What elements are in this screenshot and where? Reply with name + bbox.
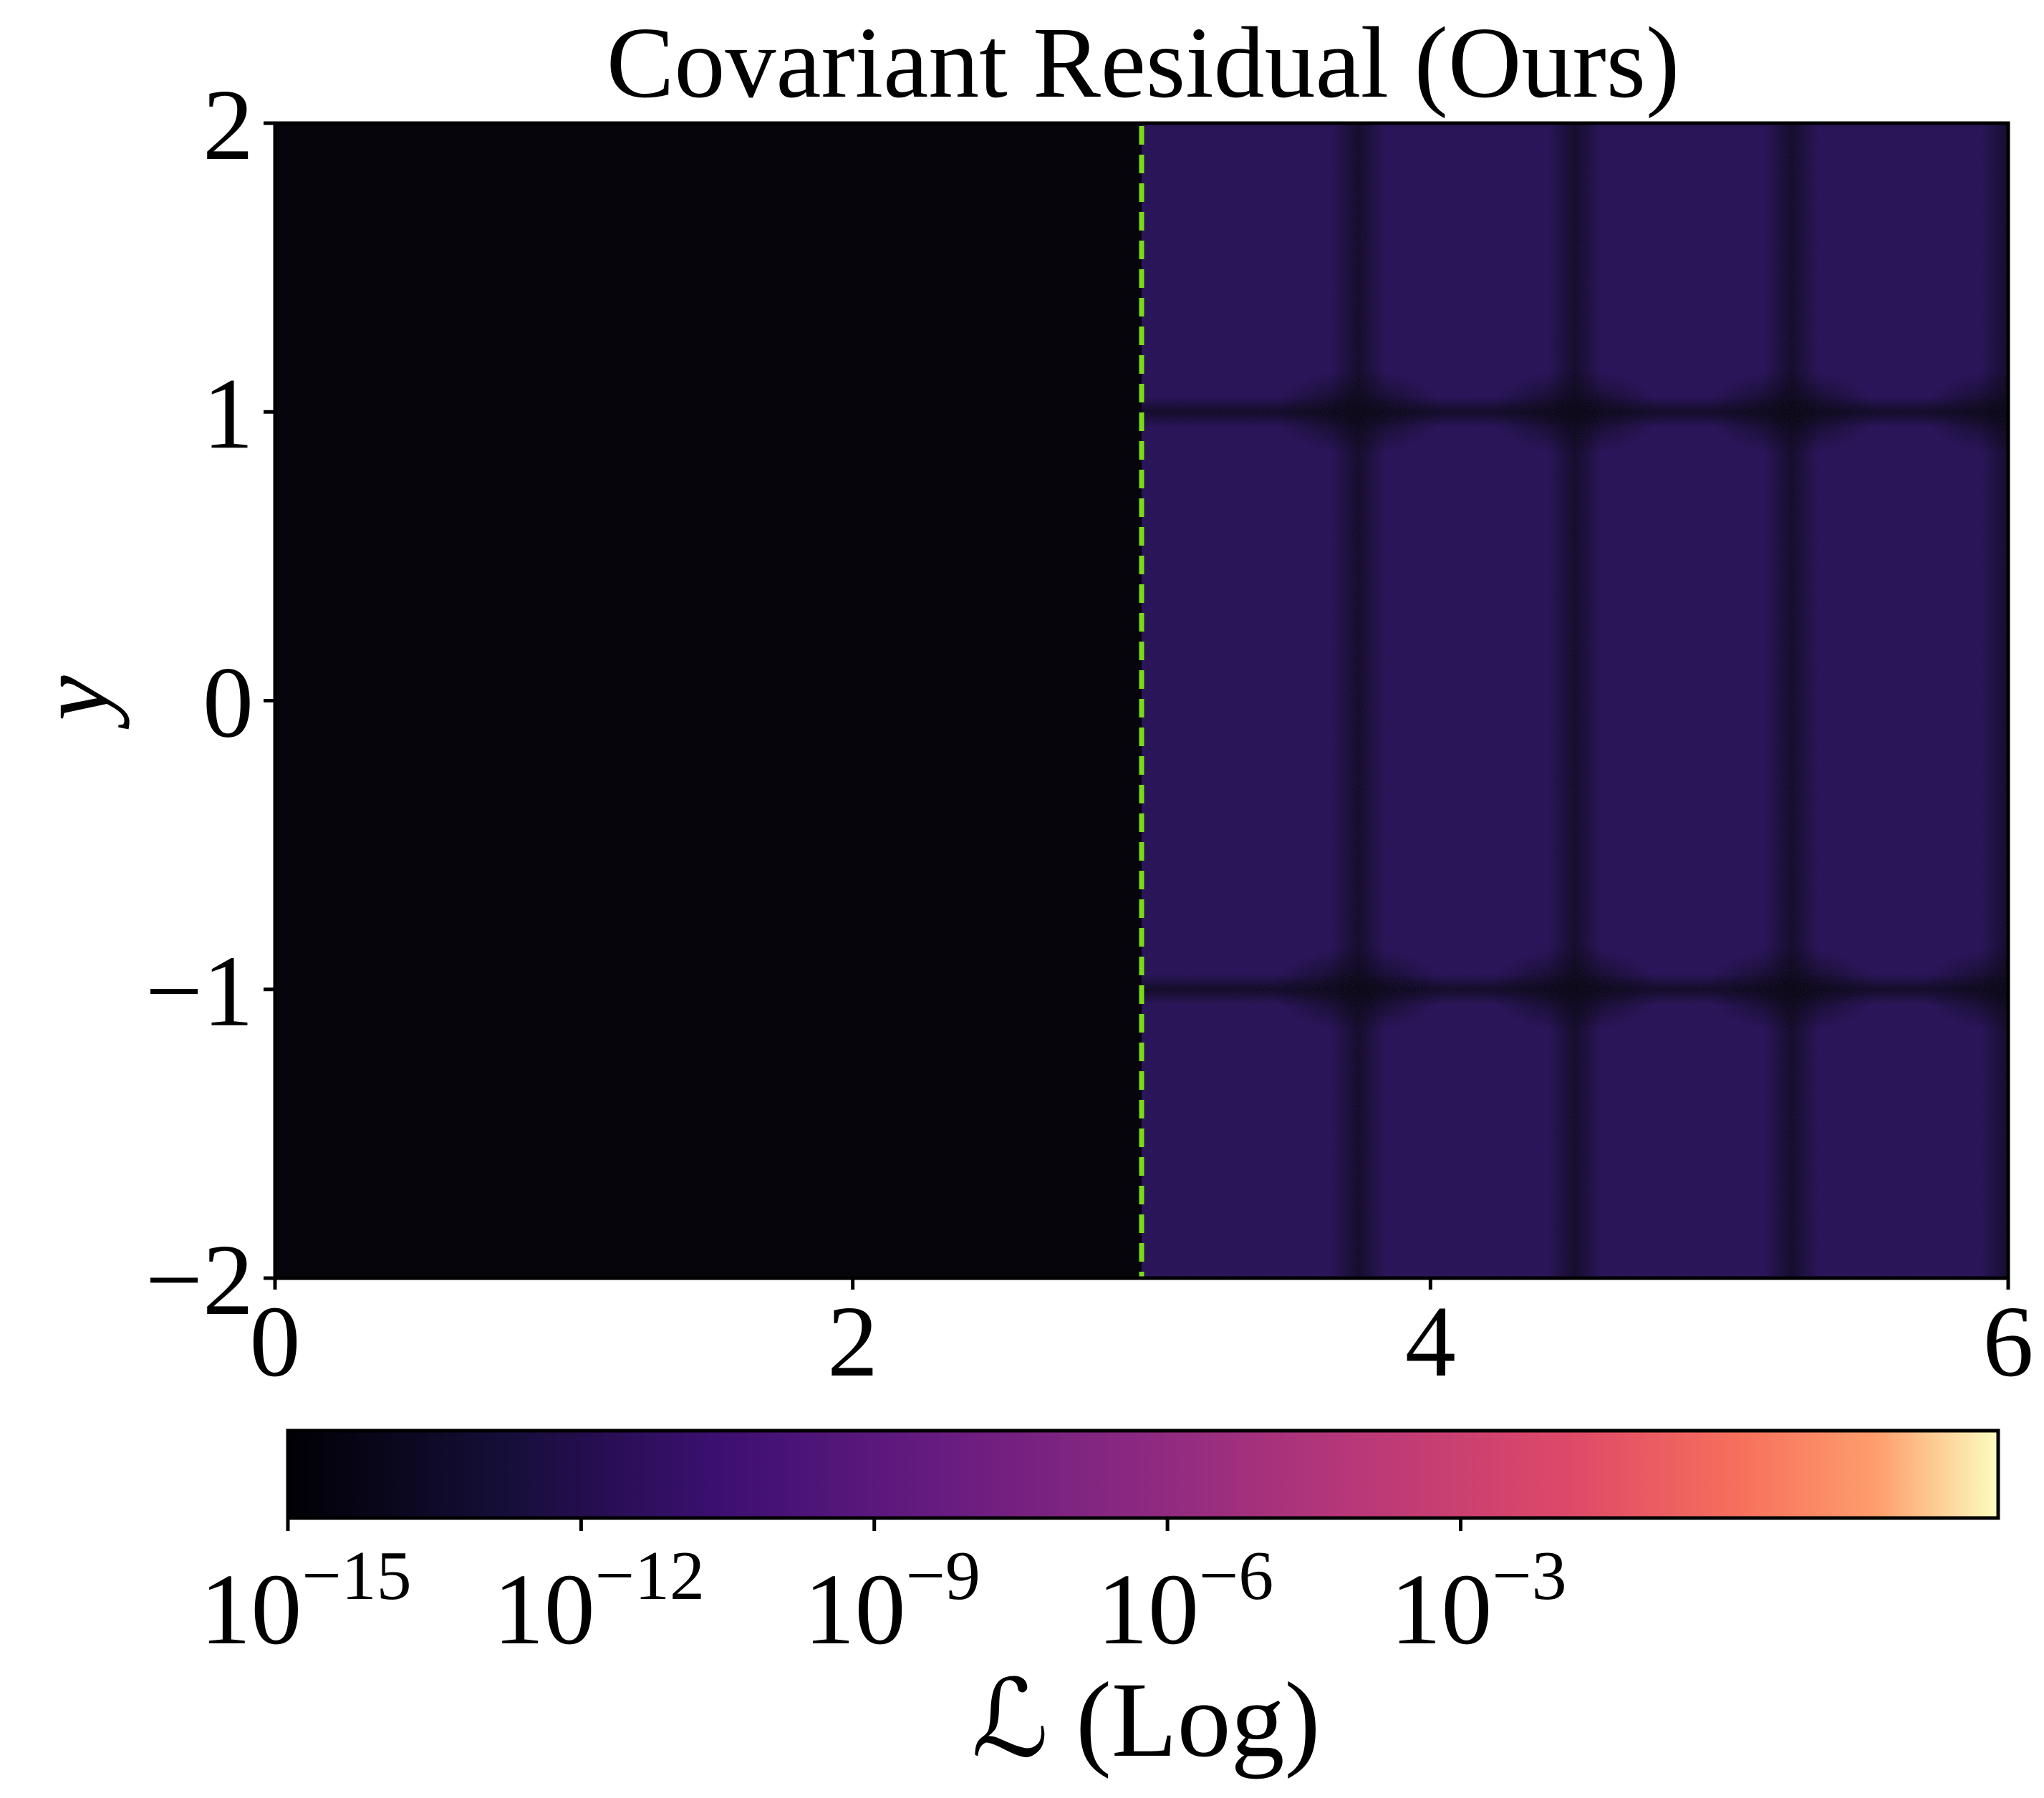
noise-grain bbox=[1142, 123, 2008, 1278]
heatmap-plot bbox=[275, 123, 2008, 1278]
x-tick-label: 2 bbox=[827, 1285, 878, 1398]
colorbar bbox=[286, 1429, 2000, 1520]
chart-title: Covariant Residual (Ours) bbox=[607, 6, 1680, 119]
x-tick-label: 4 bbox=[1405, 1285, 1456, 1398]
colorbar-ticks: 10−15 10−12 10−9 10−6 10−3 bbox=[200, 1518, 1567, 1666]
y-axis: 2 1 0 −1 −2 bbox=[145, 68, 275, 1336]
colorbar-tick-label: 10−9 bbox=[804, 1537, 980, 1666]
colorbar-tick-label: 10−3 bbox=[1390, 1537, 1566, 1666]
y-tick-label: 0 bbox=[203, 646, 254, 759]
y-tick-label: 2 bbox=[203, 68, 254, 181]
y-tick-label: −2 bbox=[145, 1223, 254, 1336]
y-tick-label: 1 bbox=[203, 357, 254, 470]
colorbar-tick-label: 10−15 bbox=[200, 1537, 411, 1666]
colorbar-label: ℒ (Log) bbox=[971, 1661, 1320, 1779]
x-axis: 0 2 4 6 bbox=[250, 1278, 2034, 1398]
y-axis-label: y bbox=[16, 675, 130, 730]
x-tick-label: 0 bbox=[250, 1285, 301, 1398]
colorbar-tick-label: 10−12 bbox=[493, 1537, 705, 1666]
x-tick-label: 6 bbox=[1983, 1285, 2034, 1398]
colorbar-tick-label: 10−6 bbox=[1097, 1537, 1273, 1666]
heatmap-region-left bbox=[275, 123, 1142, 1278]
y-tick-label: −1 bbox=[145, 934, 254, 1048]
